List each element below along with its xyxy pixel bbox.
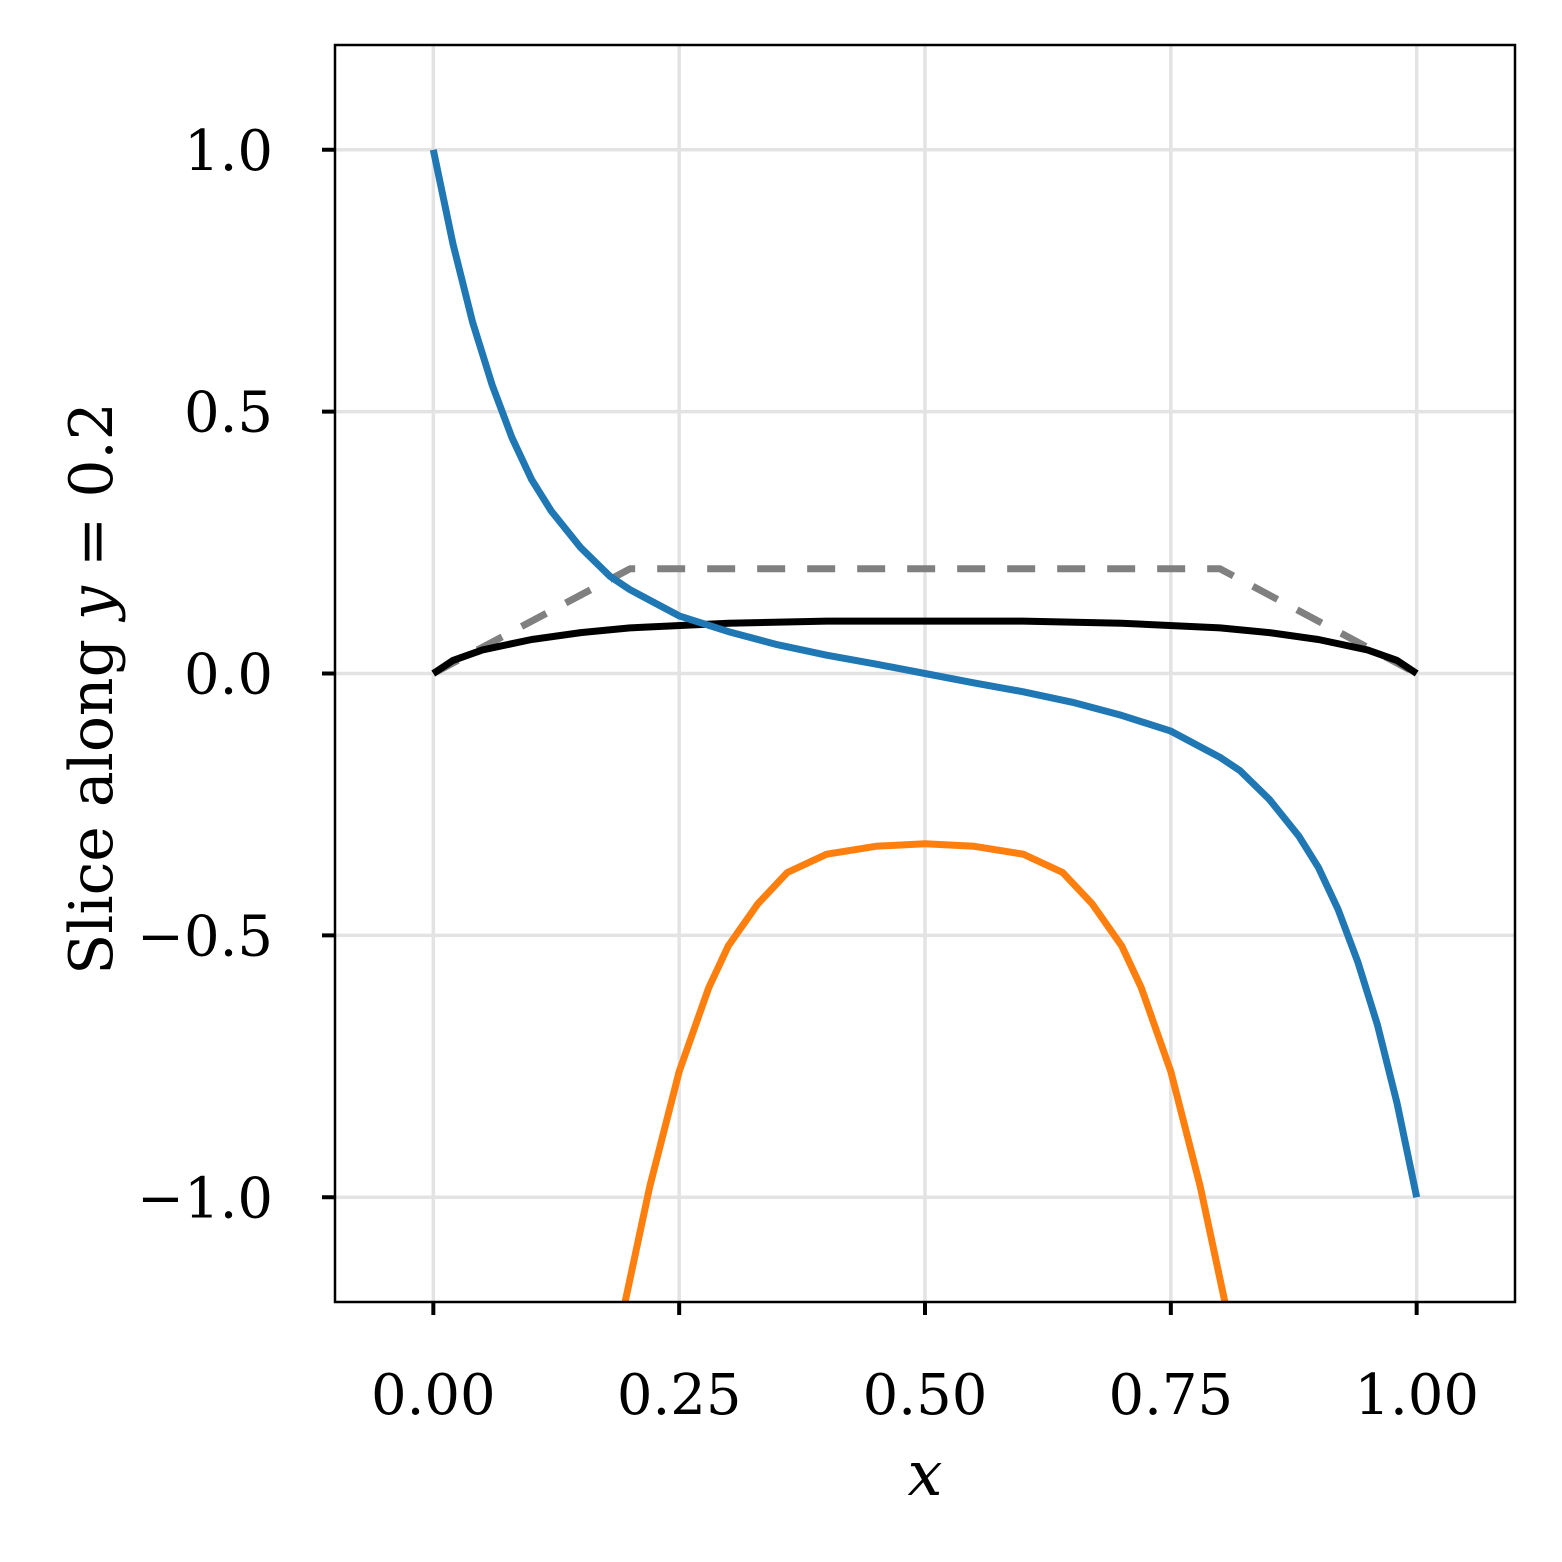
series-line-3 (429, 149, 1421, 1199)
series-line-2 (431, 617, 1419, 677)
x-tick-label: 1.00 (1354, 1363, 1479, 1428)
x-tick-label: 0.00 (371, 1363, 496, 1428)
ticks: 0.00 0.25 0.50 0.75 1.00 −1.0 −0.5 0.0 0.5 1.0 (137, 119, 1479, 1428)
series-layer (429, 149, 1421, 1302)
y-axis-label: Slice along y = 0.2 (57, 402, 127, 975)
y-tick-label: −1.0 (137, 1166, 273, 1231)
y-tick-label: 0.5 (184, 381, 273, 446)
y-tick-label: −0.5 (137, 904, 273, 969)
x-tick-label: 0.75 (1108, 1363, 1233, 1428)
x-tick-label: 0.25 (617, 1363, 742, 1428)
y-axis-label-suffix: = 0.2 (57, 402, 127, 586)
y-axis-label-prefix: Slice along (57, 620, 127, 975)
series-line-4 (621, 840, 1229, 1302)
y-tick-label: 1.0 (184, 119, 273, 184)
y-tick-label: 0.0 (184, 643, 273, 708)
series-line-1 (431, 565, 1419, 677)
y-axis-label-variable: y (57, 585, 127, 623)
x-tick-label: 0.50 (863, 1363, 988, 1428)
x-axis-label: x (908, 1437, 943, 1510)
